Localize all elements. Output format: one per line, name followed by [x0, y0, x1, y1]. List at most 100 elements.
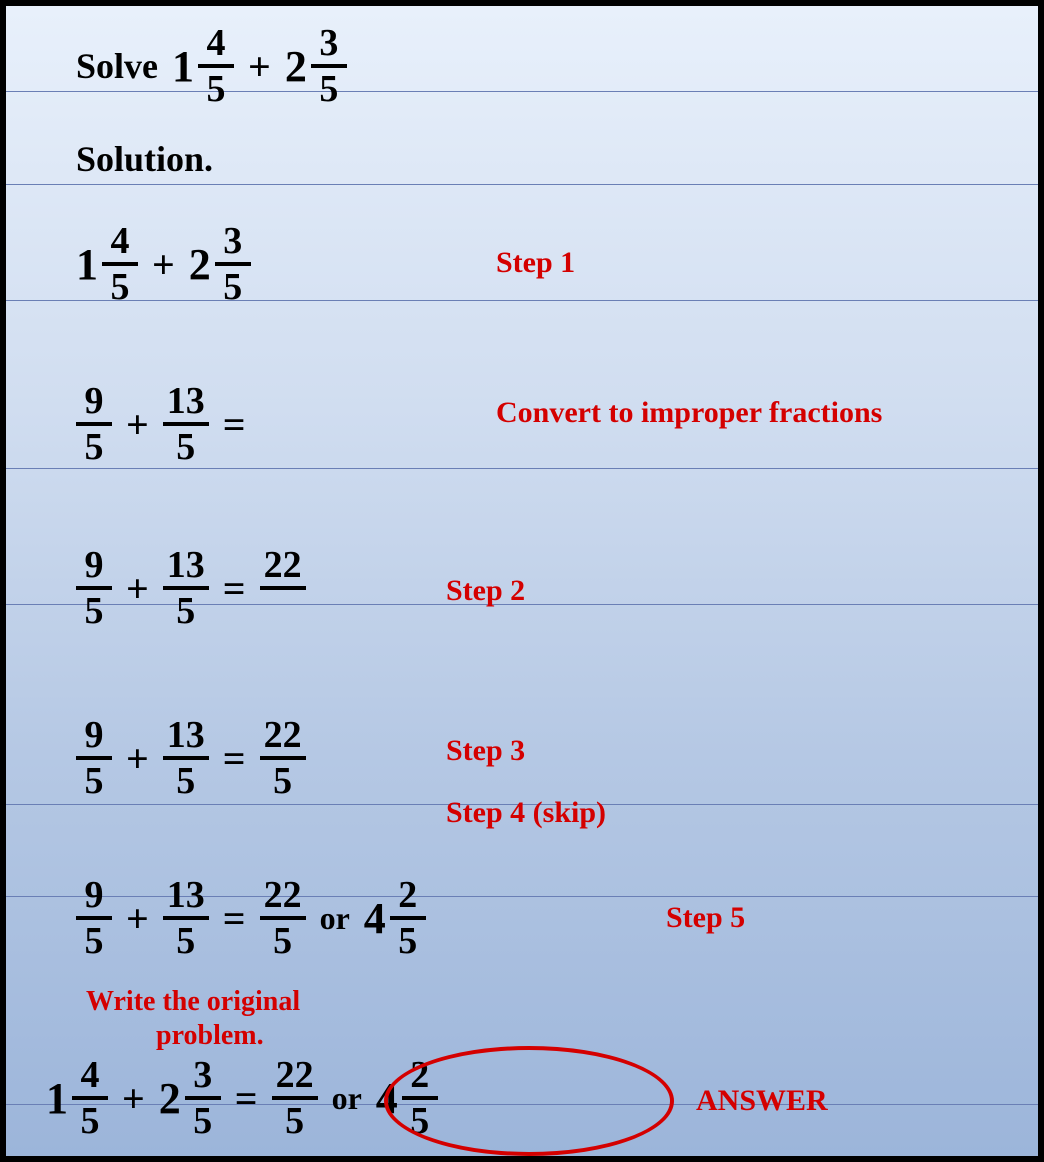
fraction: 3 5 [185, 1056, 221, 1140]
solve-label: Solve [76, 45, 158, 87]
numerator: 22 [272, 1056, 318, 1096]
mixed-lhs: 1 4 5 [172, 24, 234, 108]
denominator: 5 [315, 68, 342, 108]
denominator: 5 [77, 1100, 104, 1140]
numerator: 9 [81, 382, 108, 422]
equals-op: = [223, 401, 246, 448]
denominator: 5 [394, 920, 421, 960]
mixed-lhs: 1 4 5 [46, 1056, 108, 1140]
or-label: or [320, 900, 350, 937]
denominator: 5 [269, 920, 296, 960]
fraction: 3 5 [311, 24, 347, 108]
answer-circle [384, 1046, 674, 1156]
sum-fraction: 22 5 [260, 716, 306, 800]
numerator: 13 [163, 382, 209, 422]
denominator: 5 [203, 68, 230, 108]
numerator: 22 [260, 876, 306, 916]
fraction: 3 5 [215, 222, 251, 306]
sum-fraction: 22 5 [260, 876, 306, 960]
whole: 2 [189, 239, 211, 290]
write-original-2: problem. [156, 1020, 264, 1052]
numerator: 4 [203, 24, 230, 64]
step4-label: Step 4 (skip) [446, 796, 606, 830]
numerator: 13 [163, 546, 209, 586]
numerator: 3 [219, 222, 246, 262]
whole: 2 [159, 1073, 181, 1124]
denominator: 5 [172, 760, 199, 800]
rule-line [6, 468, 1038, 469]
answer-label: ANSWER [696, 1084, 828, 1118]
equals-op: = [223, 565, 246, 612]
solution-label: Solution. [76, 138, 213, 180]
numerator: 2 [394, 876, 421, 916]
problem-row: Solve 1 4 5 + 2 3 5 [6, 24, 1038, 108]
worksheet-page: Solve 1 4 5 + 2 3 5 Solution. [0, 0, 1044, 1162]
numerator: 3 [189, 1056, 216, 1096]
write-original-1: Write the original [86, 986, 300, 1018]
step5-label: Step 5 [666, 901, 745, 935]
fraction-rhs: 13 5 [163, 546, 209, 630]
denominator: 5 [81, 760, 108, 800]
plus-op: + [248, 43, 271, 90]
whole: 1 [172, 41, 194, 92]
numerator: 22 [260, 546, 306, 586]
mixed-rhs: 2 3 5 [189, 222, 251, 306]
equals-op: = [223, 895, 246, 942]
numerator: 13 [163, 716, 209, 756]
fraction-rhs: 13 5 [163, 876, 209, 960]
mixed-rhs: 2 3 5 [285, 24, 347, 108]
plus-op: + [126, 895, 149, 942]
numerator: 4 [107, 222, 134, 262]
partial-sum: 22 0 [260, 546, 306, 630]
whole: 1 [46, 1073, 68, 1124]
denominator: 5 [172, 920, 199, 960]
plus-op: + [126, 735, 149, 782]
step2-label: Step 2 [446, 574, 525, 608]
numerator: 9 [81, 876, 108, 916]
step1-label: Step 1 [496, 246, 575, 280]
denominator: 5 [269, 760, 296, 800]
fraction: 2 5 [390, 876, 426, 960]
fraction-bar [260, 586, 306, 590]
denominator: 5 [81, 590, 108, 630]
whole: 4 [364, 893, 386, 944]
whole: 2 [285, 41, 307, 92]
equals-op: = [235, 1075, 258, 1122]
fraction: 4 5 [72, 1056, 108, 1140]
numerator: 13 [163, 876, 209, 916]
numerator: 3 [315, 24, 342, 64]
mixed-answer: 4 2 5 [364, 876, 426, 960]
step5-row: 9 5 + 13 5 = 22 5 or 4 2 [6, 876, 1038, 960]
denominator: 5 [81, 920, 108, 960]
fraction-rhs: 13 5 [163, 382, 209, 466]
fraction: 4 5 [102, 222, 138, 306]
numerator: 9 [81, 716, 108, 756]
rule-line [6, 184, 1038, 185]
plus-op: + [152, 241, 175, 288]
fraction-lhs: 9 5 [76, 382, 112, 466]
convert-label: Convert to improper fractions [496, 396, 882, 430]
fraction-rhs: 13 5 [163, 716, 209, 800]
plus-op: + [126, 565, 149, 612]
sum-fraction: 22 5 [272, 1056, 318, 1140]
or-label: or [332, 1080, 362, 1117]
numerator: 4 [77, 1056, 104, 1096]
denominator: 5 [219, 266, 246, 306]
numerator: 22 [260, 716, 306, 756]
fraction-lhs: 9 5 [76, 716, 112, 800]
denominator: 5 [172, 590, 199, 630]
fraction-lhs: 9 5 [76, 876, 112, 960]
plus-op: + [122, 1075, 145, 1122]
denominator: 5 [81, 426, 108, 466]
denominator: 5 [172, 426, 199, 466]
fraction: 4 5 [198, 24, 234, 108]
mixed-rhs: 2 3 5 [159, 1056, 221, 1140]
mixed-lhs: 1 4 5 [76, 222, 138, 306]
denominator: 5 [107, 266, 134, 306]
step3-label: Step 3 [446, 734, 525, 768]
plus-op: + [126, 401, 149, 448]
denominator: 5 [281, 1100, 308, 1140]
fraction-lhs: 9 5 [76, 546, 112, 630]
equals-op: = [223, 735, 246, 782]
whole: 1 [76, 239, 98, 290]
